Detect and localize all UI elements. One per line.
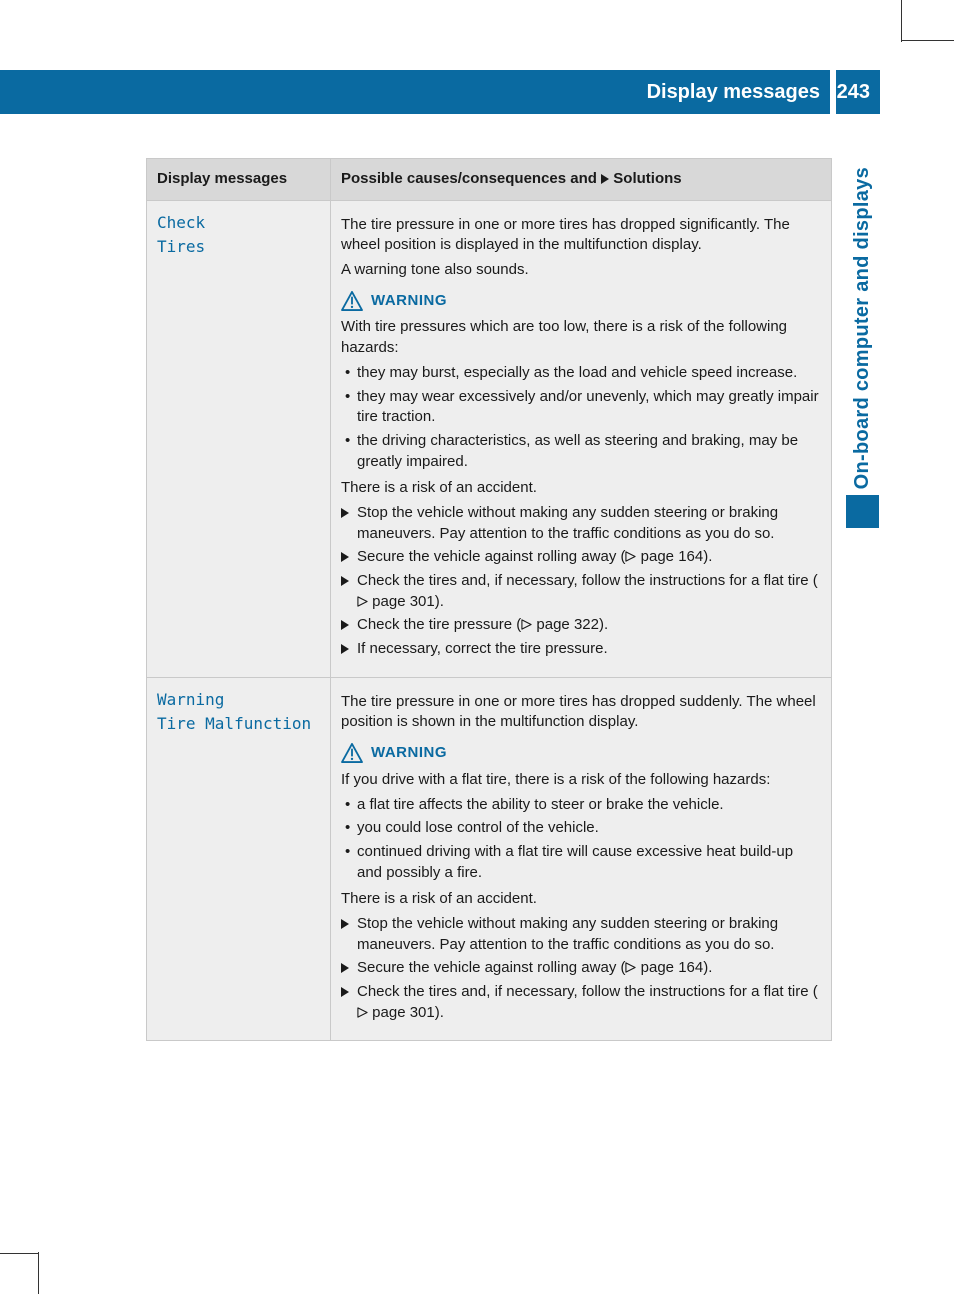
action-list: Stop the vehicle without making any sudd… [341, 914, 821, 1023]
triangle-icon [601, 174, 609, 184]
action-item: Stop the vehicle without making any sudd… [341, 503, 821, 544]
page-ref: page 322 [521, 615, 599, 636]
action-tail: ). [703, 548, 712, 565]
action-text: Check the tire pressure ( [357, 616, 521, 633]
triangle-icon [341, 644, 349, 654]
triangle-icon [341, 919, 349, 929]
table-row: Warning Tire Malfunction The tire pressur… [147, 677, 832, 1041]
triangle-icon [341, 508, 349, 518]
table-header-solutions: Possible causes/consequences and Solutio… [331, 159, 832, 201]
warning-lead: If you drive with a flat tire, there is … [341, 770, 821, 791]
warning-label: WARNING [371, 291, 447, 312]
content-area: Display messages Possible causes/consequ… [146, 158, 832, 1041]
section-tab-label: On-board computer and displays [851, 167, 874, 489]
crop-mark [38, 1252, 58, 1294]
action-text: Check the tires and, if necessary, follo… [357, 983, 818, 1000]
action-tail: ). [435, 1004, 444, 1021]
action-text: Check the tires and, if necessary, follo… [357, 572, 818, 589]
intro-text: The tire pressure in one or more tires h… [341, 692, 821, 733]
table-row: Check Tires The tire pressure in one or m… [147, 200, 832, 677]
warning-heading: WARNING [341, 291, 821, 312]
page-number: 243 [837, 81, 870, 104]
page-ref: page 164 [625, 958, 703, 979]
display-messages-table: Display messages Possible causes/consequ… [146, 158, 832, 1041]
crop-mark [882, 0, 902, 42]
header-solutions-suffix: Solutions [609, 170, 682, 187]
display-message-code: Check Tires [157, 211, 320, 259]
action-text: Stop the vehicle without making any sudd… [357, 915, 778, 953]
page-title: Display messages [647, 81, 820, 104]
intro-text: The tire pressure in one or more tires h… [341, 215, 821, 256]
action-list: Stop the vehicle without making any sudd… [341, 503, 821, 660]
list-item: you could lose control of the vehicle. [341, 818, 821, 839]
action-item: Check the tires and, if necessary, follo… [341, 982, 821, 1023]
section-tab-marker [846, 495, 879, 528]
action-item: Check the tires and, if necessary, follo… [341, 571, 821, 612]
triangle-icon [341, 987, 349, 997]
action-tail: ). [435, 593, 444, 610]
action-text: Stop the vehicle without making any sudd… [357, 504, 778, 542]
page-ref: page 301 [357, 1003, 435, 1024]
action-tail: ). [703, 959, 712, 976]
action-text: Secure the vehicle against rolling away … [357, 959, 625, 976]
triangle-icon [341, 552, 349, 562]
action-item: Secure the vehicle against rolling away … [341, 958, 821, 979]
warning-icon [341, 743, 363, 763]
crop-mark [0, 1253, 38, 1254]
intro-text: A warning tone also sounds. [341, 260, 821, 281]
page-ref: page 164 [625, 547, 703, 568]
warning-bullets: a flat tire affects the ability to steer… [341, 795, 821, 884]
warning-tail: There is a risk of an accident. [341, 478, 821, 499]
list-item: the driving characteristics, as well as … [341, 431, 821, 472]
warning-tail: There is a risk of an accident. [341, 889, 821, 910]
action-text: Secure the vehicle against rolling away … [357, 548, 625, 565]
list-item: they may wear excessively and/or unevenl… [341, 387, 821, 428]
display-message-cell: Warning Tire Malfunction [147, 677, 331, 1041]
triangle-icon [341, 576, 349, 586]
warning-heading: WARNING [341, 743, 821, 764]
display-message-cell: Check Tires [147, 200, 331, 677]
header-solutions-prefix: Possible causes/consequences and [341, 170, 601, 187]
list-item: a flat tire affects the ability to steer… [341, 795, 821, 816]
header-divider [830, 70, 836, 114]
solution-cell: The tire pressure in one or more tires h… [331, 677, 832, 1041]
action-item: Stop the vehicle without making any sudd… [341, 914, 821, 955]
table-header-messages: Display messages [147, 159, 331, 201]
solution-cell: The tire pressure in one or more tires h… [331, 200, 832, 677]
display-message-code: Warning Tire Malfunction [157, 688, 320, 736]
list-item: continued driving with a flat tire will … [341, 842, 821, 883]
page-header: Display messages 243 [0, 70, 880, 114]
action-item: Secure the vehicle against rolling away … [341, 547, 821, 568]
warning-icon [341, 291, 363, 311]
action-text: If necessary, correct the tire pressure. [357, 640, 608, 657]
action-tail: ). [599, 616, 608, 633]
crop-mark [902, 40, 954, 41]
triangle-icon [341, 620, 349, 630]
warning-lead: With tire pressures which are too low, t… [341, 317, 821, 358]
page-ref: page 301 [357, 592, 435, 613]
warning-bullets: they may burst, especially as the load a… [341, 363, 821, 472]
warning-label: WARNING [371, 743, 447, 764]
list-item: they may burst, especially as the load a… [341, 363, 821, 384]
triangle-icon [341, 963, 349, 973]
action-item: Check the tire pressure ( page 322). [341, 615, 821, 636]
action-item: If necessary, correct the tire pressure. [341, 639, 821, 660]
section-tab: On-board computer and displays [844, 167, 880, 528]
